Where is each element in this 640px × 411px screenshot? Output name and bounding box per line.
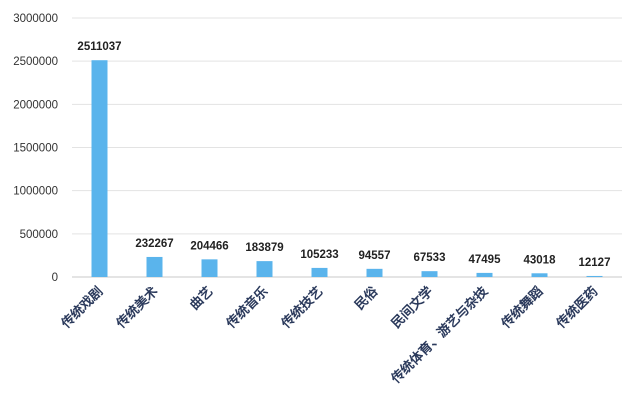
y-tick-label: 3000000	[13, 13, 58, 25]
bars	[91, 60, 603, 277]
bar	[366, 268, 383, 277]
data-label: 12127	[579, 257, 611, 269]
category-label: 民间文学	[388, 284, 436, 332]
data-label: 43018	[524, 254, 557, 266]
data-label: 105233	[300, 249, 338, 261]
bar	[201, 259, 218, 277]
bar	[586, 275, 603, 277]
bar	[421, 271, 438, 277]
bar	[476, 272, 493, 277]
category-label: 传统美术	[113, 284, 162, 333]
y-axis-ticks: 0 500000 1000000 1500000 2000000 2500000 30000…	[13, 13, 58, 284]
category-label: 民俗	[352, 283, 382, 313]
bar	[311, 267, 328, 277]
data-label: 47495	[469, 254, 502, 266]
category-label: 传统舞蹈	[498, 284, 547, 333]
y-tick-label: 1500000	[13, 143, 58, 155]
data-label: 2511037	[77, 41, 121, 53]
data-label: 94557	[359, 250, 391, 262]
y-tick-label: 0	[52, 272, 58, 284]
data-label: 204466	[190, 240, 228, 252]
y-tick-label: 500000	[20, 229, 58, 241]
category-label: 传统医药	[553, 284, 602, 333]
bar	[91, 60, 108, 277]
data-label: 183879	[245, 242, 283, 254]
category-label: 传统音乐	[223, 284, 272, 333]
bar	[256, 261, 273, 277]
category-label: 传统技艺	[278, 284, 327, 333]
y-tick-label: 2500000	[13, 56, 58, 68]
category-label: 传统戏剧	[58, 284, 107, 333]
y-tick-label: 1000000	[13, 186, 58, 198]
category-label: 传统体育、游艺与杂技	[387, 283, 492, 388]
data-label: 67533	[414, 252, 446, 264]
bar	[531, 273, 548, 277]
gridlines	[72, 17, 622, 278]
data-label: 232267	[135, 238, 173, 250]
y-tick-label: 2000000	[13, 99, 58, 111]
bar	[146, 256, 163, 277]
category-label: 曲艺	[187, 284, 217, 314]
data-labels: 2511037 232267 204466 183879 105233 94557 6753…	[77, 41, 610, 269]
